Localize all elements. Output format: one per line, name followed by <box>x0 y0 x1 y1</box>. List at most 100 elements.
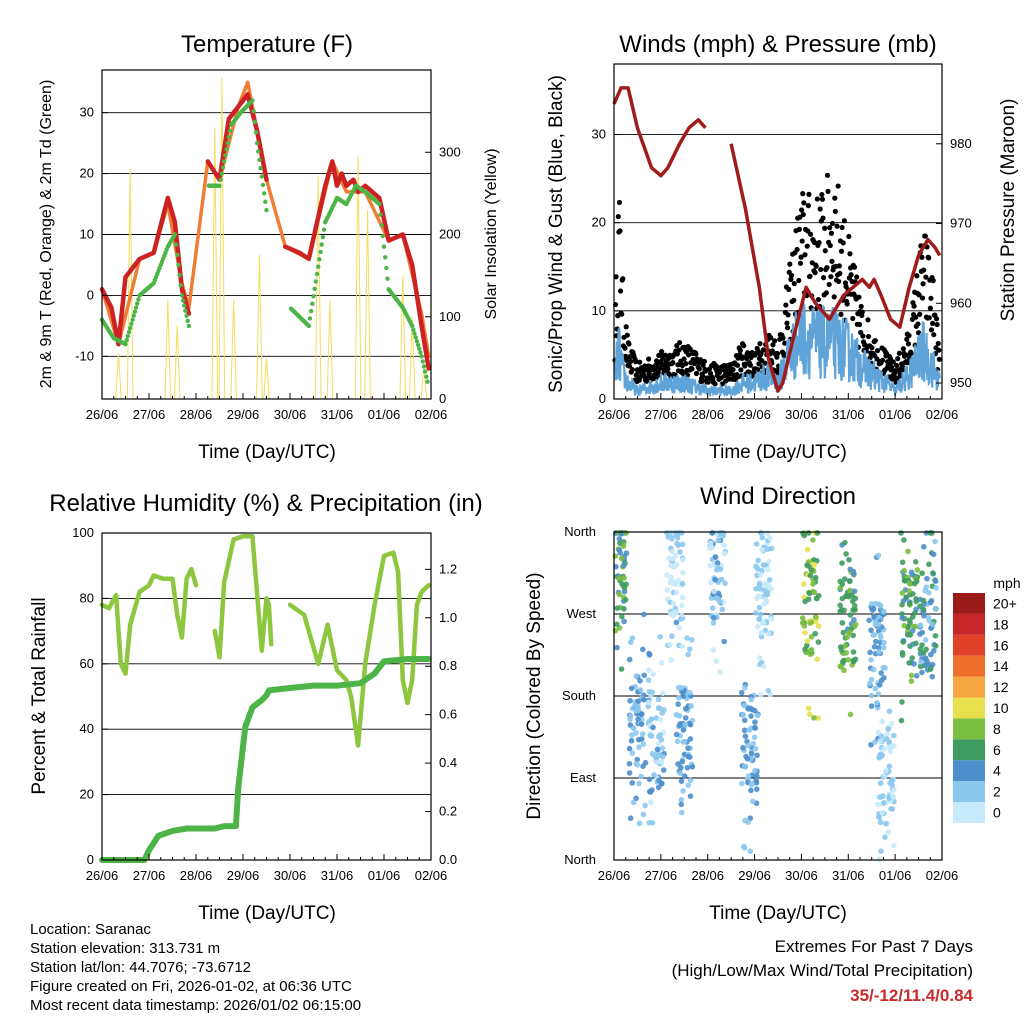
wind-direction-point <box>767 535 773 541</box>
wind-direction-point <box>715 537 722 544</box>
wind-gust-point <box>921 267 927 273</box>
wind-direction-point <box>927 530 934 536</box>
wind-gust-point <box>840 240 846 246</box>
wind-direction-point <box>675 695 682 701</box>
wind-gust-point <box>617 288 624 294</box>
dewpoint-point <box>136 297 141 302</box>
wind-direction-point <box>629 750 636 756</box>
wind-direction-point <box>667 641 673 648</box>
wind-gust-point <box>819 196 826 202</box>
wind-direction-point <box>850 607 856 613</box>
wind-direction-point <box>676 722 683 729</box>
wind-direction-point <box>868 627 874 633</box>
winds-xtick-label: 29/06 <box>738 407 771 422</box>
temperature-title: Temperature (F) <box>181 31 353 58</box>
wind-direction-point <box>878 780 884 786</box>
wind-direction-point <box>618 555 625 562</box>
wind-gust-point <box>838 311 844 317</box>
wind-direction-point <box>673 581 679 587</box>
colorbar-swatch <box>953 613 985 635</box>
wind-direction-point <box>837 608 844 614</box>
wind-direction-point <box>845 656 852 663</box>
wind-gust-point <box>629 366 635 373</box>
dewpoint-point <box>135 301 140 306</box>
wind-direction-point <box>740 744 746 751</box>
humidity-y2tick-label: 1.0 <box>439 610 457 625</box>
wind-gust-point <box>730 367 736 373</box>
wind-gust-point <box>693 370 700 377</box>
wind-direction-point <box>872 685 879 692</box>
wind-direction-point <box>869 600 875 607</box>
wind-gust-point <box>623 353 629 359</box>
dewpoint-point <box>183 308 188 313</box>
wind-direction-point <box>805 596 812 602</box>
wind-direction-point <box>882 834 888 840</box>
wind-direction-point <box>877 738 883 744</box>
dewpoint-point <box>123 341 128 347</box>
colorbar-label: 20+ <box>993 595 1017 611</box>
wind-gust-point <box>911 303 917 309</box>
wind-direction-point <box>804 562 810 569</box>
winds-ytick-label: 10 <box>592 303 606 318</box>
wind-direction-point <box>640 646 646 653</box>
wind-direction-point <box>721 550 728 557</box>
wind-gust-point <box>791 280 797 287</box>
wind-direction-point <box>846 629 853 636</box>
colorbar-swatch <box>953 781 985 802</box>
dewpoint-point <box>253 130 259 135</box>
wind-direction-point <box>811 715 817 721</box>
wind-direction-point <box>628 732 635 738</box>
wind-direction-point <box>687 793 694 799</box>
wind-gust-point <box>832 195 838 201</box>
wind-gust-point <box>685 352 692 358</box>
wind-direction-point <box>635 716 641 723</box>
wind-direction-point <box>628 737 635 744</box>
wind-direction-point <box>617 550 624 556</box>
dewpoint-point <box>312 286 317 292</box>
wind-direction-point <box>710 620 717 626</box>
wind-direction-point <box>927 666 934 672</box>
wind-direction-point <box>679 557 686 563</box>
direction-ytick-label: South <box>562 688 596 703</box>
wind-direction-point <box>621 575 627 581</box>
wind-gust-point <box>617 228 623 234</box>
dewpoint-point <box>417 346 422 351</box>
wind-direction-point <box>707 545 714 552</box>
temperature-series <box>99 78 431 400</box>
wind-direction-point <box>888 805 894 812</box>
wind-gust-point <box>780 335 786 341</box>
wind-gust-point <box>835 183 841 189</box>
dewpoint-point <box>382 255 388 260</box>
wind-direction-point <box>754 752 760 759</box>
wind-direction-point <box>636 780 642 787</box>
wind-direction-point <box>923 584 930 590</box>
wind-direction-point <box>914 567 921 573</box>
direction-xtick-label: 27/06 <box>645 868 678 883</box>
temperature-ylabel-left: 2m & 9m T (Red, Orange) & 2m Td (Green) <box>38 80 55 389</box>
wind-gust-point <box>807 273 813 279</box>
wind-direction-point <box>685 753 691 760</box>
wind-direction-point <box>632 702 638 709</box>
winds-xtick-label: 02/06 <box>926 407 959 422</box>
wind-direction-point <box>883 820 889 827</box>
wind-direction-point <box>621 605 627 612</box>
wind-direction-point <box>741 702 747 709</box>
wind-gust-point <box>888 364 895 370</box>
temperature-y2tick-label: 0 <box>439 391 446 406</box>
wind-gust-point <box>923 274 929 280</box>
wind-direction-point <box>658 780 665 787</box>
direction-xtick-label: 31/06 <box>832 868 865 883</box>
wind-direction-point <box>903 594 910 600</box>
wind-direction-point <box>878 670 884 676</box>
wind-direction-point <box>932 578 939 584</box>
wind-gust-point <box>822 225 828 231</box>
dewpoint-point <box>317 257 322 262</box>
extremes-value: 35/-12/11.4/0.84 <box>850 986 973 1005</box>
wind-direction-point <box>868 657 874 663</box>
dewpoint-point <box>377 201 382 207</box>
wind-direction-point <box>638 721 645 727</box>
wind-direction-point <box>635 698 641 705</box>
wind-direction-point <box>686 689 693 696</box>
wind-gust-point <box>869 345 875 351</box>
wind-direction-point <box>714 560 721 566</box>
